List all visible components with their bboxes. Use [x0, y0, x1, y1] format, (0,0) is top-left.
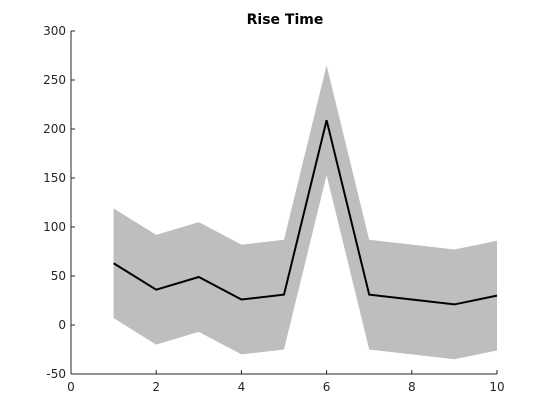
y-tick-label: 150 — [43, 171, 66, 185]
y-tick-label: 50 — [51, 269, 66, 283]
y-tick-label: 250 — [43, 73, 66, 87]
x-tick-label: 4 — [238, 380, 246, 394]
x-tick-label: 6 — [323, 380, 331, 394]
chart-title: Rise Time — [247, 12, 324, 28]
y-tick-label: 0 — [58, 318, 66, 332]
y-tick-label: 300 — [43, 24, 66, 38]
y-tick-label: -50 — [46, 367, 66, 381]
line-layer — [113, 119, 498, 306]
mean-line — [113, 119, 498, 306]
axes-layer — [70, 31, 497, 375]
band-layer — [113, 65, 497, 360]
x-tick-label: 0 — [67, 380, 75, 394]
confidence-band — [113, 65, 497, 360]
y-tick-label: 100 — [43, 220, 66, 234]
x-tick-label: 10 — [489, 380, 504, 394]
y-tick-label: 200 — [43, 122, 66, 136]
x-tick-label: 8 — [408, 380, 416, 394]
x-tick-label: 2 — [152, 380, 160, 394]
